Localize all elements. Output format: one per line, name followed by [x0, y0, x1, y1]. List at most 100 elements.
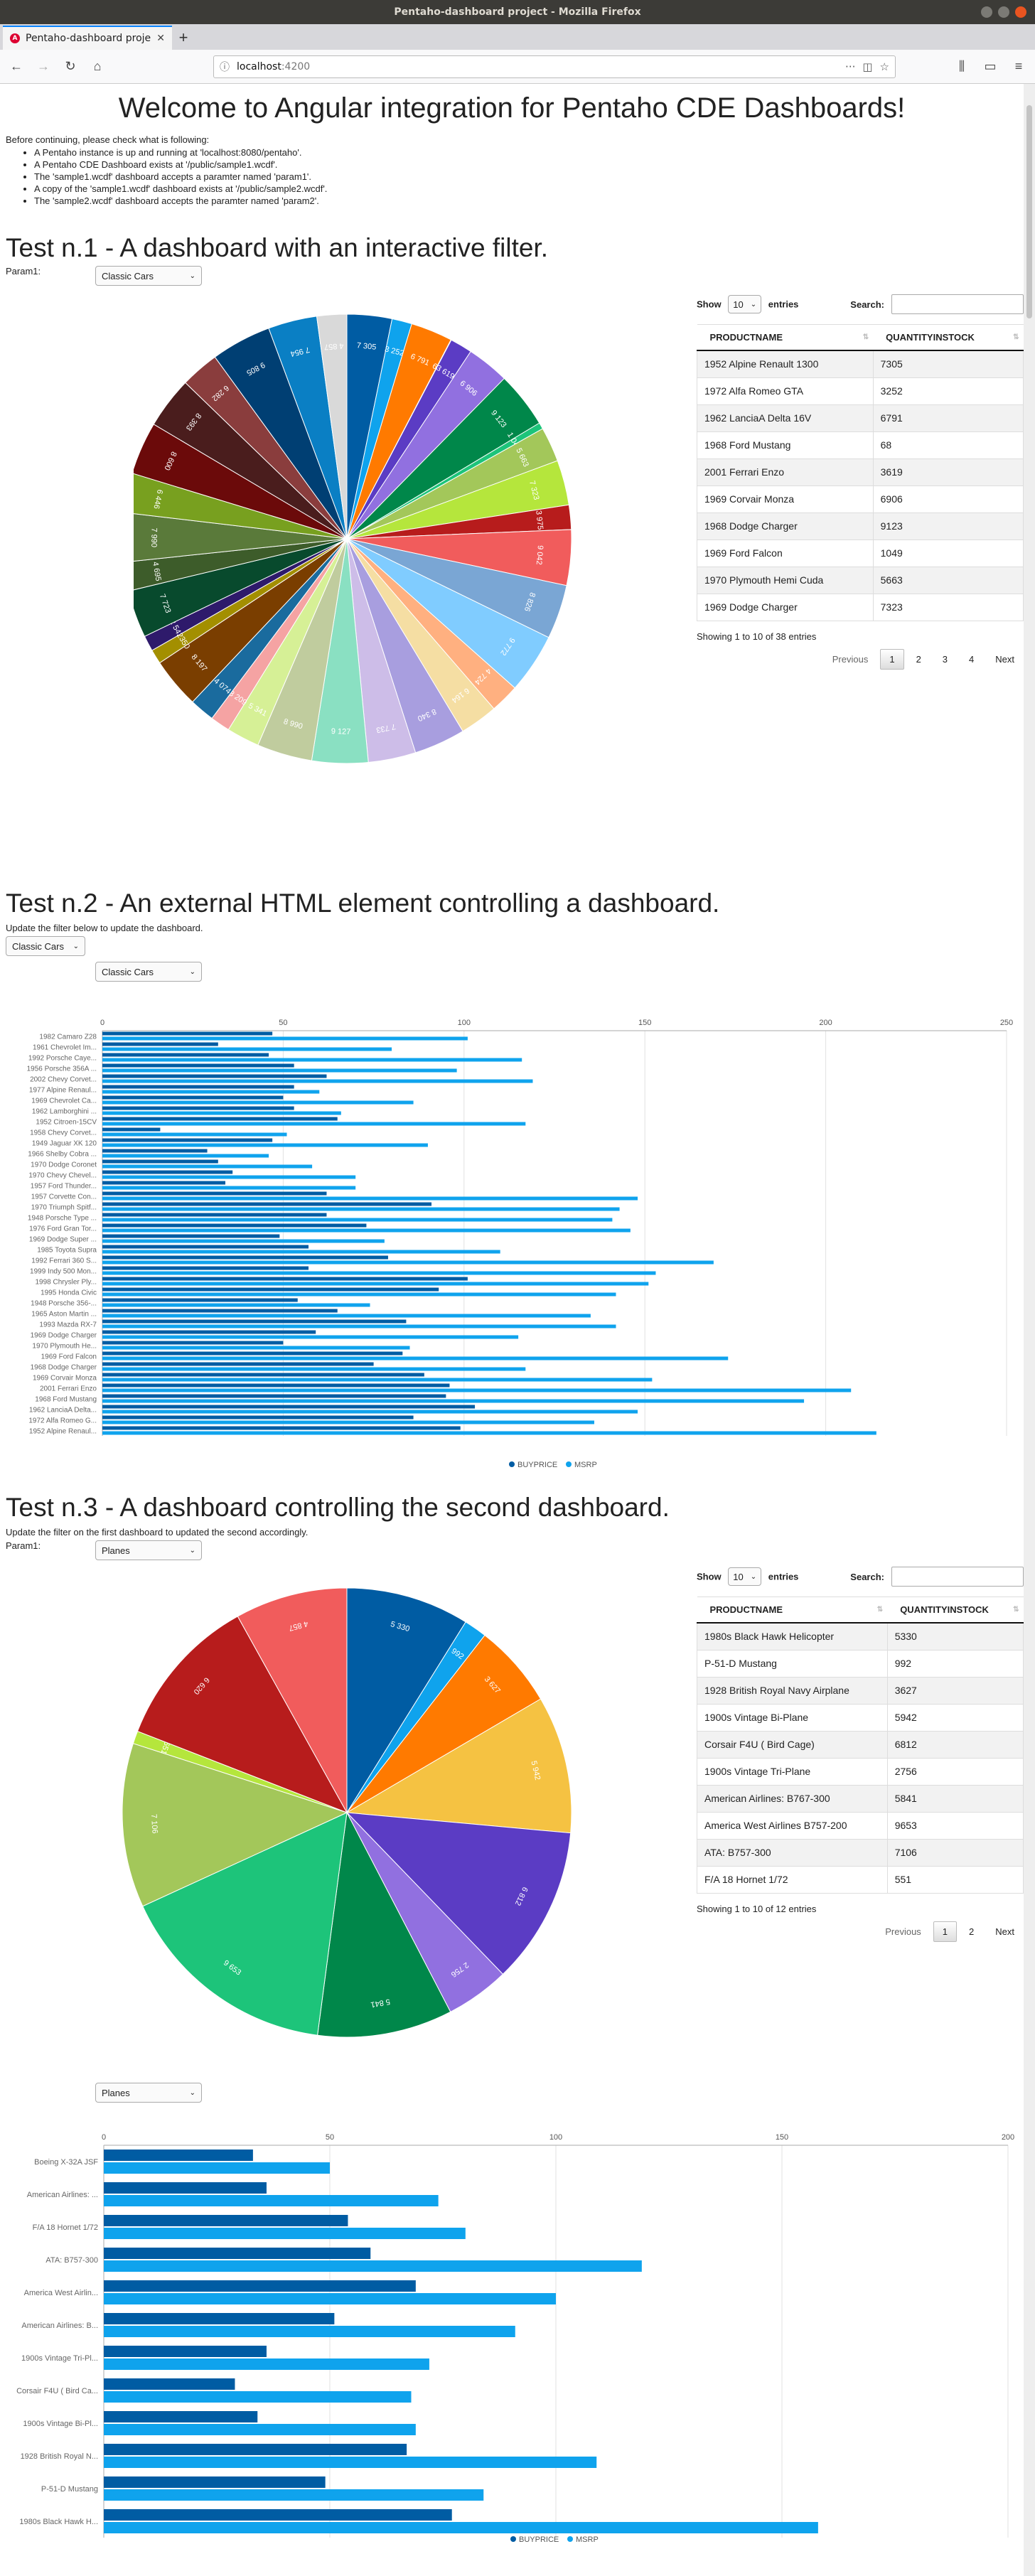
bar-msrp[interactable] — [102, 1122, 526, 1126]
bar-buyprice[interactable] — [102, 1063, 294, 1068]
table-row[interactable]: 1969 Ford Falcon 1049 — [697, 539, 1024, 567]
pager-page-4[interactable]: 4 — [969, 653, 975, 665]
bar-buyprice[interactable] — [102, 1426, 461, 1430]
bar-buyprice[interactable] — [102, 1341, 284, 1345]
close-window-button[interactable] — [1015, 6, 1026, 18]
bar-msrp[interactable] — [102, 1314, 591, 1318]
site-info-icon[interactable]: ⓘ — [220, 61, 230, 73]
pie-slice[interactable] — [134, 538, 348, 591]
bar-buyprice[interactable] — [104, 2509, 452, 2521]
legend-label[interactable]: BUYPRICE — [518, 1461, 557, 1469]
bar-msrp[interactable] — [102, 1271, 656, 1275]
bar-buyprice[interactable] — [102, 1042, 218, 1046]
pager-previous[interactable]: Previous — [885, 1926, 921, 1937]
bar-buyprice[interactable] — [102, 1234, 280, 1238]
second-dashboard-filter-select[interactable]: Planes ⌄ — [95, 2083, 202, 2103]
bar-buyprice[interactable] — [102, 1106, 294, 1110]
pager-page-1[interactable]: 1 — [933, 1921, 958, 1942]
pie-slice[interactable] — [134, 512, 348, 562]
bar-msrp[interactable] — [102, 1410, 638, 1414]
bar-buyprice[interactable] — [102, 1127, 161, 1132]
bar-msrp[interactable] — [102, 1132, 287, 1137]
bar-msrp[interactable] — [102, 1111, 341, 1115]
reload-button[interactable]: ↻ — [65, 59, 76, 73]
table-row[interactable]: ATA: B757-300 7106 — [697, 1838, 1024, 1866]
tab-close-icon[interactable]: ✕ — [156, 33, 165, 44]
pager-page-1[interactable]: 1 — [880, 648, 904, 670]
legend-label[interactable]: MSRP — [574, 1461, 597, 1469]
back-button[interactable]: ← — [10, 59, 23, 73]
table-row[interactable]: 1952 Alpine Renault 1300 7305 — [697, 350, 1024, 377]
table-row[interactable]: 1970 Plymouth Hemi Cuda 5663 — [697, 566, 1024, 594]
bar-msrp[interactable] — [102, 1036, 468, 1041]
bar-msrp[interactable] — [102, 1292, 616, 1297]
new-tab-button[interactable]: + — [178, 28, 188, 46]
bar-buyprice[interactable] — [102, 1298, 298, 1302]
pager-page-3[interactable]: 3 — [942, 653, 948, 665]
bar-msrp[interactable] — [104, 2424, 416, 2435]
test3-filter-select[interactable]: Planes ⌄ — [95, 1540, 202, 1560]
bar-msrp[interactable] — [102, 1367, 526, 1371]
pie-slice[interactable] — [345, 1812, 572, 1975]
table-row[interactable]: 1972 Alfa Romeo GTA 3252 — [697, 377, 1024, 404]
bar-buyprice[interactable] — [102, 1138, 273, 1142]
pie-slice[interactable] — [345, 1698, 572, 1834]
bookmark-star-icon[interactable]: ☆ — [879, 60, 889, 73]
pager-next[interactable]: Next — [995, 1926, 1014, 1937]
bar-msrp[interactable] — [102, 1218, 613, 1222]
bar-msrp[interactable] — [102, 1420, 594, 1424]
bar-buyprice[interactable] — [102, 1095, 284, 1100]
pie-slice[interactable] — [237, 1588, 348, 1814]
bar-msrp[interactable] — [104, 2162, 330, 2174]
scrollbar-thumb[interactable] — [1026, 105, 1032, 318]
table-row[interactable]: 1969 Corvair Monza 6906 — [697, 485, 1024, 512]
bar-buyprice[interactable] — [102, 1351, 403, 1356]
bar-msrp[interactable] — [102, 1058, 522, 1062]
bar-buyprice[interactable] — [104, 2248, 371, 2259]
pie-slice[interactable] — [316, 313, 348, 540]
search-input[interactable] — [891, 1567, 1024, 1587]
bar-msrp[interactable] — [104, 2195, 439, 2206]
bar-msrp[interactable] — [104, 2326, 515, 2337]
maximize-button[interactable] — [998, 6, 1009, 18]
bar-msrp[interactable] — [104, 2260, 642, 2272]
bar-msrp[interactable] — [102, 1186, 356, 1190]
bar-buyprice[interactable] — [104, 2444, 407, 2455]
pager-page-2[interactable]: 2 — [916, 653, 921, 665]
menu-icon[interactable]: ≡ — [1014, 59, 1023, 73]
table-row[interactable]: 1968 Ford Mustang 68 — [697, 431, 1024, 458]
bar-buyprice[interactable] — [102, 1319, 407, 1324]
bar-msrp[interactable] — [102, 1047, 392, 1051]
table-row[interactable]: P-51-D Mustang 992 — [697, 1649, 1024, 1677]
table-row[interactable]: 1900s Vintage Bi-Plane 5942 — [697, 1703, 1024, 1731]
bar-msrp[interactable] — [102, 1196, 638, 1201]
pie-slice[interactable] — [346, 1634, 542, 1813]
search-input[interactable] — [891, 294, 1024, 314]
bar-buyprice[interactable] — [104, 2313, 335, 2324]
table-row[interactable]: 1962 LanciaA Delta 16V 6791 — [697, 404, 1024, 431]
pie-slice[interactable] — [134, 538, 348, 637]
bar-msrp[interactable] — [102, 1260, 714, 1265]
bar-msrp[interactable] — [102, 1239, 385, 1243]
table-row[interactable]: 1980s Black Hawk Helicopter 5330 — [697, 1622, 1024, 1650]
table-row[interactable]: America West Airlines B757-200 9653 — [697, 1811, 1024, 1839]
pager-page-2[interactable]: 2 — [969, 1926, 975, 1937]
pocket-icon[interactable]: ◫ — [862, 60, 873, 73]
bar-msrp[interactable] — [104, 2522, 818, 2533]
bar-msrp[interactable] — [102, 1207, 620, 1211]
test1-filter-select[interactable]: Classic Cars ⌄ — [95, 266, 202, 286]
bar-msrp[interactable] — [104, 2391, 412, 2403]
bar-msrp[interactable] — [102, 1346, 410, 1350]
bar-msrp[interactable] — [102, 1228, 631, 1233]
bar-msrp[interactable] — [104, 2489, 484, 2501]
bar-buyprice[interactable] — [102, 1149, 208, 1153]
bar-buyprice[interactable] — [102, 1373, 424, 1377]
bar-buyprice[interactable] — [102, 1277, 468, 1281]
bar-buyprice[interactable] — [102, 1330, 316, 1334]
bar-msrp[interactable] — [102, 1164, 313, 1169]
bar-buyprice[interactable] — [102, 1255, 388, 1260]
sidebar-icon[interactable]: ▭ — [984, 59, 997, 73]
pie-slice[interactable] — [136, 1616, 348, 1813]
browser-tab[interactable]: A Pentaho-dashboard project ✕ — [3, 26, 172, 50]
minimize-button[interactable] — [981, 6, 992, 18]
